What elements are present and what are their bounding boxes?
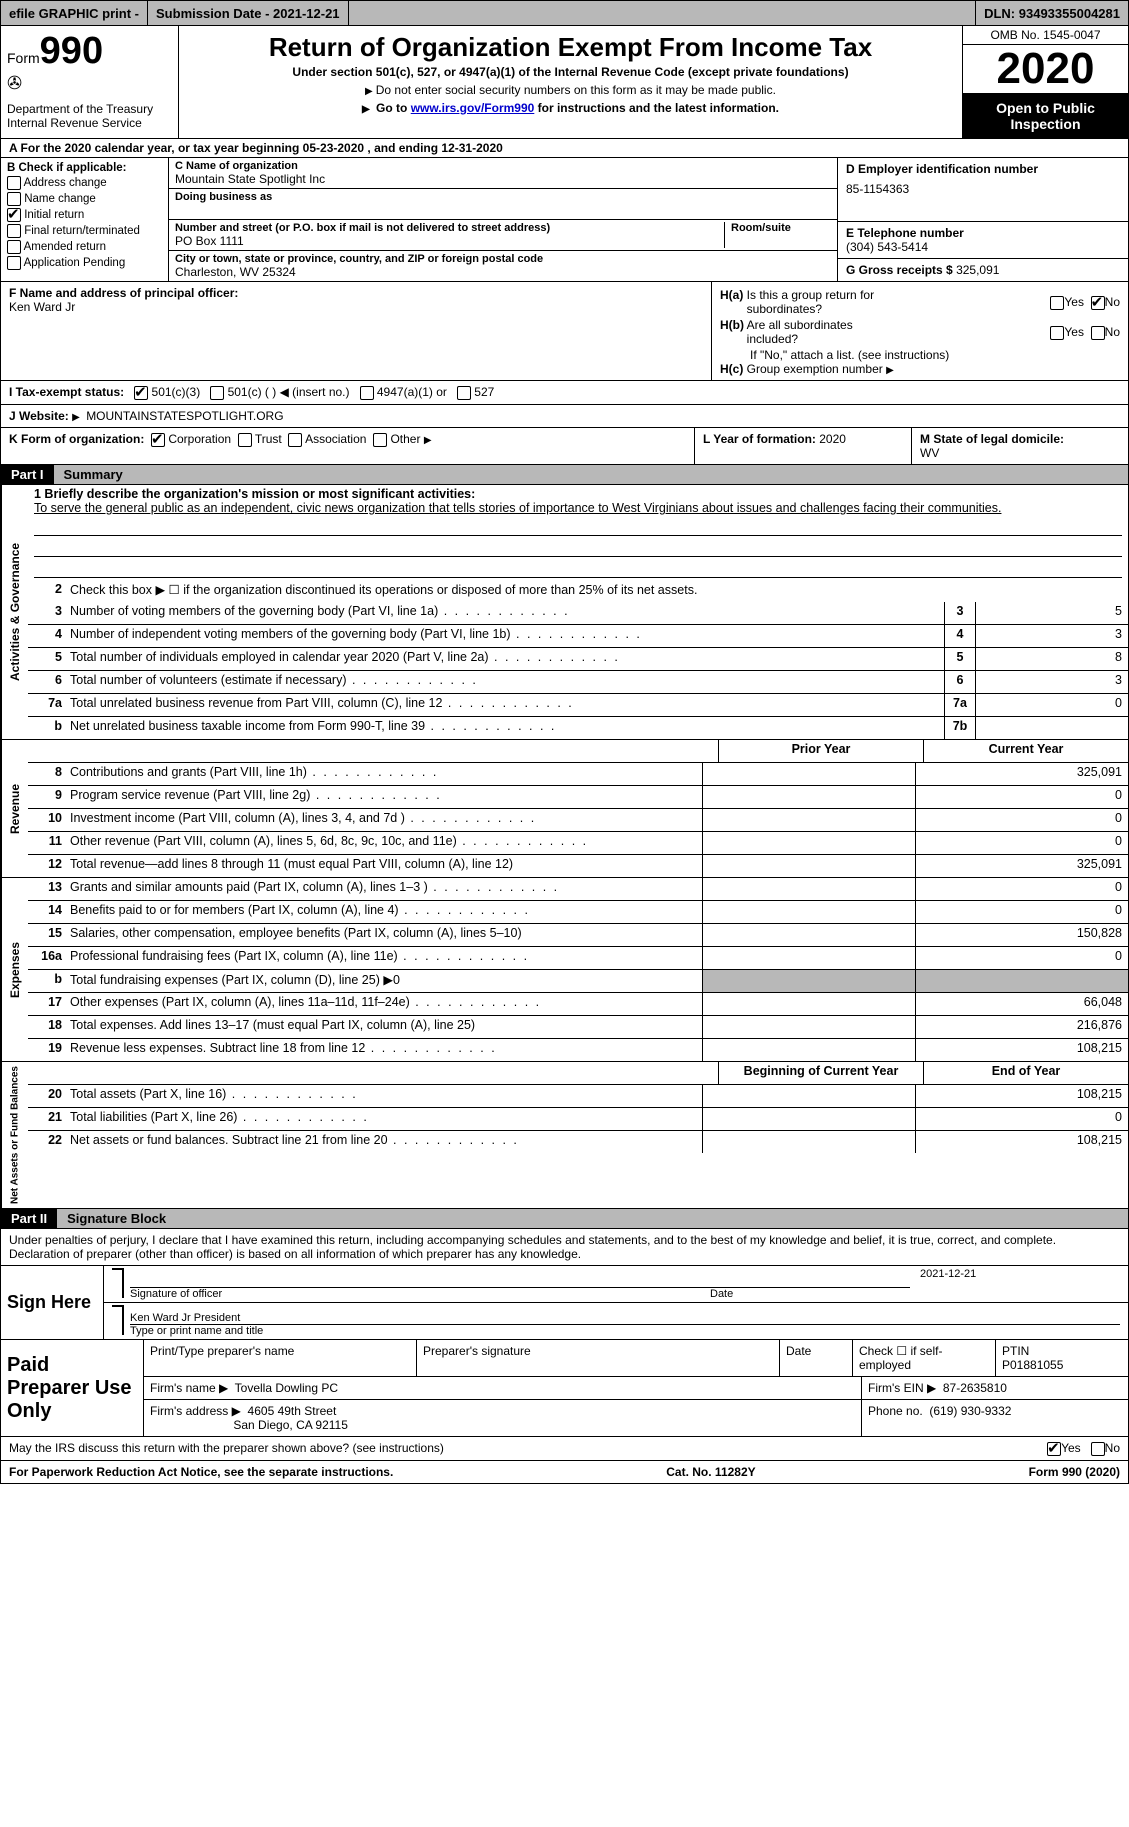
dept-label: Department of the Treasury Internal Reve… [7,102,172,130]
inspection-label: Open to Public Inspection [963,94,1128,138]
city: Charleston, WV 25324 [175,265,831,279]
form-subtitle: Under section 501(c), 527, or 4947(a)(1)… [187,65,954,79]
gross-receipts: 325,091 [956,263,999,277]
ein: 85-1154363 [846,182,1120,196]
section-c: C Name of organization Mountain State Sp… [169,158,837,281]
revenue-block: Revenue Prior YearCurrent Year 8Contribu… [0,740,1129,878]
org-name: Mountain State Spotlight Inc [175,172,831,186]
submission-date: Submission Date - 2021-12-21 [148,1,349,25]
officer-name: Ken Ward Jr [9,300,75,314]
section-f: F Name and address of principal officer:… [1,282,711,380]
section-klm: K Form of organization: Corporation Trus… [0,428,1129,465]
section-j: J Website: MOUNTAINSTATESPOTLIGHT.ORG [0,405,1129,428]
period-row: A For the 2020 calendar year, or tax yea… [0,139,1129,158]
part2-header: Part II Signature Block [0,1209,1129,1229]
signature-block: Under penalties of perjury, I declare th… [0,1229,1129,1461]
efile-label: efile GRAPHIC print - [1,1,148,25]
governance-block: Activities & Governance 1 Briefly descri… [0,485,1129,740]
street: PO Box 1111 [175,234,724,248]
dln: DLN: 93493355004281 [975,1,1128,25]
net-assets-block: Net Assets or Fund Balances Beginning of… [0,1062,1129,1209]
form-title: Return of Organization Exempt From Incom… [187,32,954,63]
entity-block: B Check if applicable: Address change Na… [0,158,1129,282]
form-id-block: Form990 ✇ Department of the Treasury Int… [1,26,179,138]
section-i: I Tax-exempt status: 501(c)(3) 501(c) ( … [0,381,1129,405]
website: MOUNTAINSTATESPOTLIGHT.ORG [86,409,283,423]
tax-year: 2020 [963,44,1128,94]
expenses-block: Expenses 13Grants and similar amounts pa… [0,878,1129,1062]
top-bar: efile GRAPHIC print - Submission Date - … [0,0,1129,26]
part1-header: Part I Summary [0,465,1129,485]
section-fh: F Name and address of principal officer:… [0,282,1129,381]
irs-link[interactable]: www.irs.gov/Form990 [411,101,535,115]
form-title-block: Return of Organization Exempt From Incom… [179,26,962,138]
form-header: Form990 ✇ Department of the Treasury Int… [0,26,1129,139]
section-de: D Employer identification number 85-1154… [837,158,1128,281]
year-block: OMB No. 1545-0047 2020 Open to Public In… [962,26,1128,138]
mission-text: To serve the general public as an indepe… [34,501,1001,515]
section-b: B Check if applicable: Address change Na… [1,158,169,281]
preparer-block: Paid Preparer Use Only Print/Type prepar… [1,1339,1128,1436]
phone: (304) 543-5414 [846,240,1120,254]
section-h: H(a) Is this a group return for subordin… [711,282,1128,380]
page-footer: For Paperwork Reduction Act Notice, see … [0,1461,1129,1484]
